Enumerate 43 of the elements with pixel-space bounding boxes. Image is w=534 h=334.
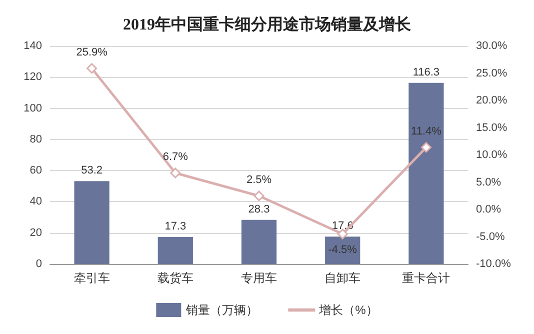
legend-label: 增长（%） (318, 303, 378, 317)
x-tick-label: 专用车 (241, 271, 277, 285)
x-tick-label: 自卸车 (324, 271, 361, 285)
y2-tick-label: 10.0% (476, 149, 508, 161)
y2-tick-label: 30.0% (476, 40, 508, 52)
data-label: 28.3 (248, 203, 270, 216)
bar (408, 82, 444, 264)
data-label: 53.2 (81, 164, 103, 177)
data-label: 25.9% (76, 46, 108, 59)
y2-tick-label: 15.0% (476, 122, 508, 134)
y-tick-label: 20 (30, 226, 42, 239)
point (420, 142, 432, 153)
y-tick-label: 120 (24, 71, 42, 84)
y2-tick-label: -10.0% (476, 258, 512, 270)
x-tick-label: 载货车 (157, 271, 194, 285)
y-tick-label: 140 (24, 40, 42, 52)
y-tick-label: 80 (30, 133, 42, 146)
bar (74, 181, 110, 264)
data-label: 2.5% (246, 174, 272, 186)
x-tick-label: 牵引车 (74, 271, 110, 285)
point (86, 63, 98, 74)
chart-title: 2019年中国重卡细分用途市场销量及增长 (123, 16, 412, 34)
y-tick-label: 0 (36, 258, 42, 270)
point (170, 168, 181, 178)
x-tick-label: 重卡合计 (402, 271, 450, 285)
data-label: -4.5% (328, 244, 358, 256)
data-label: 116.3 (412, 66, 440, 78)
y-tick-label: 60 (30, 164, 42, 177)
bar (158, 237, 193, 264)
y2-tick-label: 5.0% (476, 176, 502, 188)
point (254, 190, 264, 202)
y2-tick-label: 25.0% (476, 67, 508, 80)
point (337, 228, 348, 240)
y2-tick-label: 20.0% (476, 94, 508, 106)
y-tick-label: 100 (24, 102, 42, 114)
y-tick-label: 40 (30, 196, 42, 208)
y2-tick-label: 0.0% (476, 204, 502, 216)
data-label: 11.4% (411, 126, 442, 138)
data-label: 17.3 (164, 220, 186, 233)
legend-label: 销量（万辆） (185, 303, 258, 317)
data-label: 6.7% (162, 151, 188, 164)
bar (241, 220, 277, 264)
y2-tick-label: -5.0% (476, 230, 505, 243)
